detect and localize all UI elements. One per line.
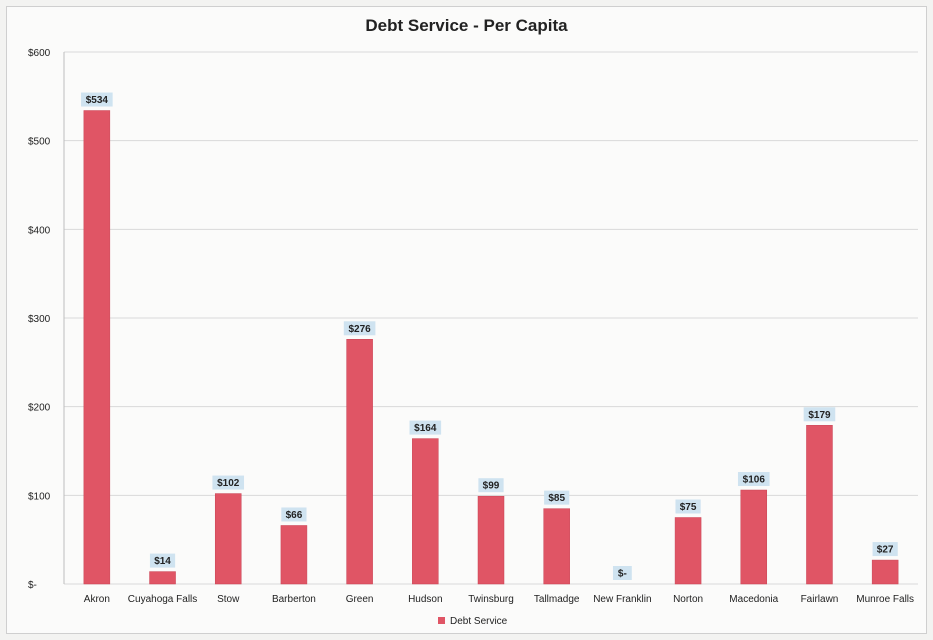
bar — [412, 438, 439, 585]
y-tick-label: $300 — [28, 314, 51, 325]
y-tick-label: $600 — [28, 48, 51, 59]
data-label-bg — [544, 490, 570, 505]
data-label-bg — [872, 542, 898, 557]
data-label-bg — [149, 553, 176, 568]
bar — [214, 493, 242, 585]
data-label: $27 — [877, 545, 894, 556]
bar — [740, 489, 768, 585]
legend-label: Debt Service — [450, 616, 508, 627]
data-label: $164 — [414, 423, 437, 434]
data-label-bg — [478, 478, 504, 493]
x-tick-label: Stow — [217, 594, 240, 605]
y-tick-label: $100 — [28, 491, 51, 502]
data-label: $14 — [154, 556, 171, 567]
data-label-bg — [675, 499, 701, 514]
data-label: $106 — [743, 475, 766, 486]
x-tick-label: Norton — [673, 594, 703, 605]
data-label-bg — [281, 507, 307, 522]
bar — [806, 425, 833, 585]
x-tick-label: Green — [346, 594, 374, 605]
bar — [674, 517, 702, 585]
y-tick-label: $400 — [28, 225, 51, 236]
data-label-bg — [737, 472, 770, 487]
bar — [543, 508, 570, 585]
bar — [83, 110, 111, 585]
bar — [871, 559, 899, 585]
x-tick-label: Hudson — [408, 594, 442, 605]
data-label-bg — [81, 92, 113, 107]
x-tick-label: Twinsburg — [468, 594, 514, 605]
data-label: $85 — [548, 493, 565, 504]
data-label: $66 — [286, 510, 303, 521]
x-tick-label: Barberton — [272, 594, 316, 605]
x-tick-label: Munroe Falls — [856, 594, 914, 605]
x-tick-label: Tallmadge — [534, 594, 580, 605]
data-label-bg — [612, 566, 632, 580]
data-label: $75 — [680, 502, 697, 513]
data-label-bg — [803, 407, 836, 422]
bar — [477, 495, 505, 585]
x-tick-label: Macedonia — [729, 594, 778, 605]
x-tick-label: Cuyahoga Falls — [128, 594, 197, 605]
chart-frame — [6, 6, 927, 634]
x-tick-label: Fairlawn — [801, 594, 839, 605]
data-label: $276 — [348, 324, 371, 335]
y-tick-label: $200 — [28, 403, 51, 414]
y-tick-label: $- — [28, 580, 37, 591]
y-tick-label: $500 — [28, 137, 51, 148]
x-tick-label: New Franklin — [593, 594, 651, 605]
x-tick-label: Akron — [84, 594, 110, 605]
bar — [346, 339, 373, 585]
data-label: $- — [618, 569, 627, 580]
bar — [149, 571, 176, 585]
data-label: $179 — [808, 410, 831, 421]
legend-swatch — [438, 617, 445, 624]
data-label-bg — [409, 420, 442, 435]
data-label: $534 — [86, 95, 109, 106]
data-label: $99 — [483, 481, 500, 492]
data-label: $102 — [217, 478, 240, 489]
data-label-bg — [212, 475, 245, 490]
data-label-bg — [343, 321, 376, 336]
bar — [280, 525, 308, 585]
chart-title: Debt Service - Per Capita — [365, 16, 568, 35]
